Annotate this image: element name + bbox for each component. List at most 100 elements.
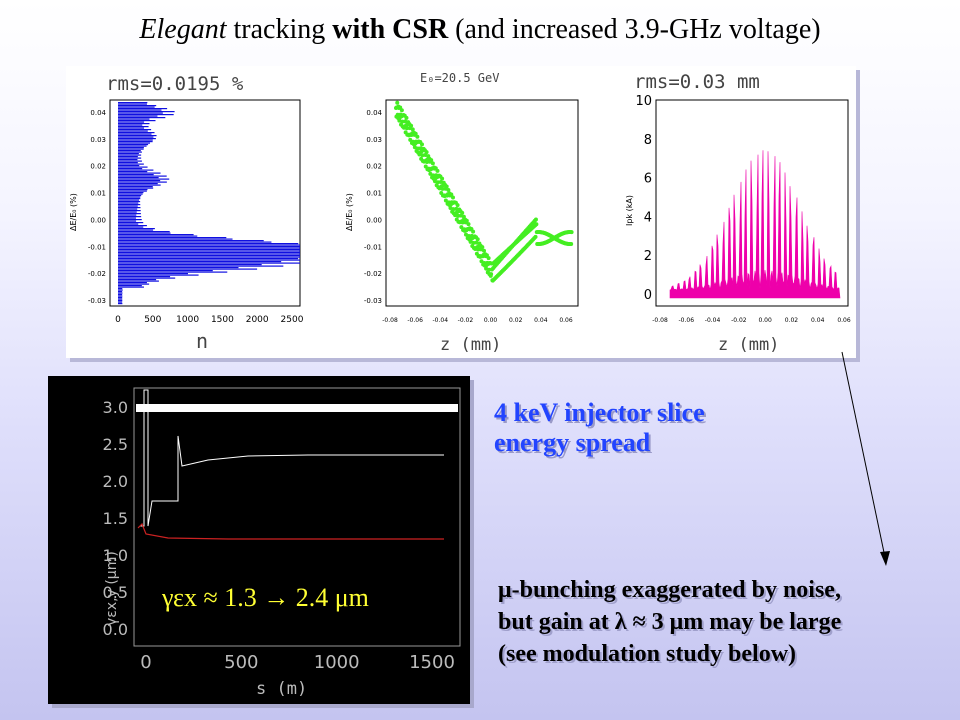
hist-bar [118, 147, 144, 149]
hist-bar [118, 195, 142, 197]
hist-bar [118, 175, 167, 177]
phase-point [451, 207, 456, 212]
hist-bar [118, 246, 300, 248]
phase-point [435, 168, 440, 173]
phase-point [415, 146, 420, 151]
hist-bar [118, 126, 149, 128]
hist-bar [118, 250, 300, 252]
hist-bar [118, 258, 299, 260]
hist-bar [118, 162, 138, 164]
hist-bar [118, 103, 147, 105]
hist-bar [118, 295, 123, 297]
hist-bar [118, 270, 213, 272]
current-frame [655, 99, 849, 307]
phase-y-tick: 0.04 [366, 109, 382, 117]
phase-point [430, 161, 435, 166]
hist-bar [118, 183, 158, 185]
hist-bar [118, 247, 300, 249]
hist-bar [118, 283, 150, 285]
phase-point [459, 225, 464, 230]
phase-point [419, 142, 424, 147]
emit-x-ticks: 0 500 1000 1500 [140, 652, 455, 673]
hist-bar [118, 210, 141, 212]
hist-bar [118, 225, 147, 227]
title-elegant: Elegant [139, 14, 227, 45]
hist-bar [118, 127, 145, 129]
hist-bar [118, 211, 137, 213]
emit-white-band [136, 404, 458, 412]
hist-bar [118, 132, 155, 134]
hist-bar [118, 289, 123, 291]
phase-point [395, 112, 400, 117]
phase-y-tick: 0.03 [366, 136, 382, 144]
hist-bar [118, 196, 141, 198]
hist-bar [118, 199, 140, 201]
phase-point [440, 176, 445, 181]
hist-y-tick: 0.03 [90, 136, 106, 144]
hist-bar [118, 154, 142, 156]
phase-point [404, 126, 409, 131]
hist-bar [118, 265, 284, 267]
hist-bar [118, 282, 147, 284]
emit-y-ticks: 3.0 2.5 2.0 1.5 1.0 0.5 0.0 [103, 398, 128, 639]
hist-x-ticks: 0 500 1000 1500 2000 2500 [115, 315, 304, 325]
phase-point [486, 256, 491, 261]
hist-y-tick: 0.00 [90, 216, 106, 224]
hist-ylabel: ΔE/E₀ (%) [69, 193, 78, 231]
phase-point [410, 127, 415, 132]
hist-bar [118, 301, 123, 303]
phase-point [533, 234, 538, 239]
phase-point [484, 253, 489, 258]
hist-bar [118, 267, 239, 269]
hist-bar [118, 237, 227, 239]
hist-bar [118, 217, 136, 219]
hist-bar [118, 277, 176, 279]
hist-bar [118, 252, 300, 254]
hist-y-tick: -0.03 [88, 297, 106, 305]
hist-bar [118, 135, 157, 137]
phase-point [435, 180, 440, 185]
phase-point [420, 153, 425, 158]
hist-bar [118, 106, 155, 108]
hist-bar [118, 256, 300, 258]
hist-y-tick: -0.01 [88, 243, 106, 251]
phase-ylabel: ΔE/E₀ (%) [345, 193, 354, 231]
phase-point [466, 222, 471, 227]
hist-bar [118, 268, 258, 270]
hist-bar [118, 280, 159, 282]
phase-point [479, 259, 484, 264]
hist-bar [118, 187, 154, 189]
bunching-note-line2: but gain at λ ≈ 3 μm may be large [498, 609, 842, 635]
hist-bar [118, 177, 159, 179]
hist-bar [118, 108, 168, 110]
phase-x-tick: 0.00 [484, 317, 498, 324]
current-trace [669, 150, 841, 299]
phase-point [446, 188, 451, 193]
emit-x-tick: 1500 [409, 652, 455, 673]
hist-bar [118, 220, 137, 222]
hist-bar [118, 202, 139, 204]
emittance-plot: γεx,y (μm) 3.0 2.5 2.0 1.5 1.0 0.5 0.0 0 500 100… [103, 387, 461, 699]
hist-bar [118, 133, 152, 135]
current-x-tick: 0.02 [785, 317, 799, 324]
phase-point [443, 198, 448, 203]
emit-x-tick: 0 [140, 652, 151, 673]
current-y-tick: 10 [635, 94, 652, 109]
hist-bar [118, 198, 141, 200]
hist-bar [118, 228, 155, 230]
hist-bar [118, 201, 141, 203]
phase-x-tick: -0.06 [407, 317, 423, 324]
hist-bar [118, 226, 144, 228]
emit-y-tick: 2.0 [103, 472, 128, 491]
hist-bar [118, 229, 154, 231]
bunching-note-line1: μ-bunching exaggerated by noise, [498, 577, 841, 603]
phase-point [429, 158, 434, 163]
hist-bar [118, 286, 144, 288]
phase-point [456, 213, 461, 218]
hist-bar [118, 205, 138, 207]
hist-bar [118, 249, 300, 251]
hist-x-tick: 1000 [176, 315, 199, 325]
phase-frame [385, 99, 579, 307]
phase-y-tick: -0.01 [364, 243, 382, 251]
